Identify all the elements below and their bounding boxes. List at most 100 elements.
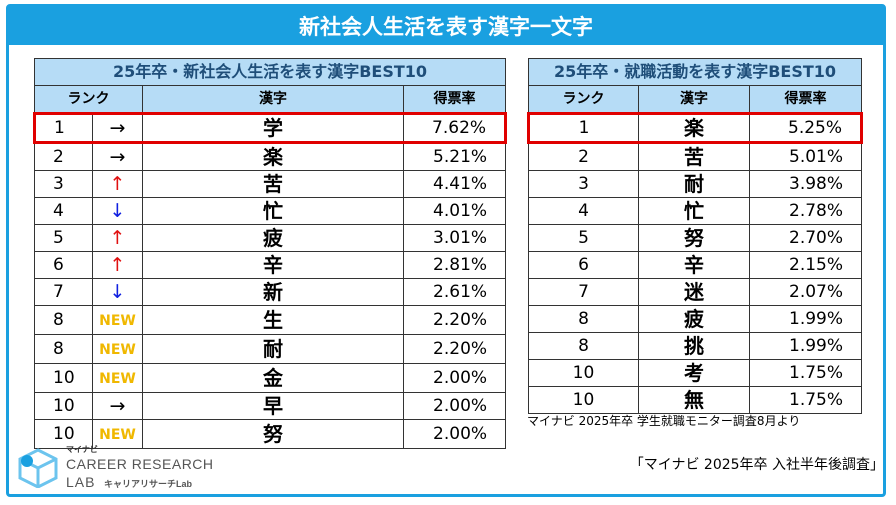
column-header-rank: ランク <box>528 85 639 114</box>
trend-arrow-icon: ↑ <box>109 227 126 249</box>
rate-cell: 2.70% <box>748 224 863 252</box>
rank-cell: 6 <box>34 251 93 279</box>
trend-cell: ↓ <box>92 197 143 225</box>
table-row: 8 疲 1.99% <box>528 305 863 333</box>
kanji-cell: 生 <box>142 305 404 335</box>
kanji-cell: 苦 <box>638 142 750 171</box>
rank-cell: 6 <box>528 251 639 279</box>
column-header-kanji: 漢字 <box>142 85 404 114</box>
kanji-cell: 迷 <box>638 278 750 306</box>
trend-arrow-icon: ↓ <box>109 281 126 303</box>
table-row: 8 NEW 耐 2.20% <box>34 334 507 364</box>
rate-cell: 1.75% <box>748 359 863 387</box>
table-row: 2 → 楽 5.21% <box>34 142 507 171</box>
column-header-rate: 得票率 <box>402 85 507 114</box>
trend-cell: NEW <box>92 305 143 335</box>
table-row: 3 耐 3.98% <box>528 170 863 198</box>
column-header-rank: ランク <box>34 85 143 114</box>
kanji-cell: 早 <box>142 392 404 420</box>
rate-cell: 5.25% <box>748 112 864 144</box>
kanji-cell: 学 <box>142 112 404 144</box>
table-row: 5 努 2.70% <box>528 224 863 252</box>
rate-cell: 3.98% <box>748 170 863 198</box>
rank-cell: 3 <box>528 170 639 198</box>
kanji-cell: 疲 <box>638 305 750 333</box>
rate-cell: 2.07% <box>748 278 863 306</box>
table-row: 3 ↑ 苦 4.41% <box>34 170 507 198</box>
trend-cell: NEW <box>92 334 143 364</box>
kanji-cell: 考 <box>638 359 750 387</box>
rank-cell: 10 <box>528 359 639 387</box>
rank-cell: 1 <box>527 112 639 144</box>
rate-cell: 2.00% <box>402 363 507 393</box>
left-table-title: 25年卒・新社会人生活を表す漢字BEST10 <box>33 58 507 86</box>
rate-cell: 5.21% <box>402 142 507 171</box>
rank-cell: 8 <box>34 305 93 335</box>
rate-cell: 4.41% <box>402 170 507 198</box>
rank-cell: 10 <box>34 392 93 420</box>
new-badge: NEW <box>99 427 136 443</box>
table-row: 4 忙 2.78% <box>528 197 863 225</box>
rank-cell: 10 <box>34 419 93 449</box>
trend-cell: → <box>92 142 143 171</box>
kanji-cell: 忙 <box>638 197 750 225</box>
rate-cell: 2.00% <box>402 419 507 449</box>
table-row: 1 楽 5.25% <box>527 112 864 144</box>
rate-cell: 2.78% <box>748 197 863 225</box>
column-header-kanji: 漢字 <box>638 85 750 114</box>
trend-cell: ↑ <box>92 251 143 279</box>
new-badge: NEW <box>99 313 136 329</box>
kanji-cell: 辛 <box>142 251 404 279</box>
column-header-rate: 得票率 <box>748 85 863 114</box>
trend-arrow-icon: ↓ <box>109 200 126 222</box>
trend-arrow-icon: → <box>109 117 126 139</box>
rate-cell: 2.20% <box>402 334 507 364</box>
rate-cell: 2.61% <box>402 278 507 306</box>
cube-logo-icon <box>18 448 58 488</box>
table-row: 8 挑 1.99% <box>528 332 863 360</box>
rank-cell: 8 <box>528 305 639 333</box>
rank-cell: 4 <box>34 197 93 225</box>
table-row: 7 ↓ 新 2.61% <box>34 278 507 306</box>
rank-cell: 5 <box>34 224 93 252</box>
table-row: 8 NEW 生 2.20% <box>34 305 507 335</box>
kanji-cell: 辛 <box>638 251 750 279</box>
trend-cell: ↑ <box>92 224 143 252</box>
rank-cell: 7 <box>34 278 93 306</box>
new-badge: NEW <box>99 342 136 358</box>
rate-cell: 3.01% <box>402 224 507 252</box>
kanji-cell: 努 <box>638 224 750 252</box>
rate-cell: 1.99% <box>748 332 863 360</box>
kanji-cell: 無 <box>638 386 750 414</box>
rate-cell: 2.81% <box>402 251 507 279</box>
table-row: 10 無 1.75% <box>528 386 863 414</box>
kanji-cell: 耐 <box>142 334 404 364</box>
left-table-body: 1 → 学 7.62% 2 → 楽 5.21% 3 ↑ 苦 4.41% 4 ↓ 忙 4.01% 5 ↑ 疲 3.01%… <box>33 112 508 449</box>
kanji-cell: 楽 <box>142 142 404 171</box>
table-row: 10 NEW 金 2.00% <box>34 363 507 393</box>
page-title: 新社会人生活を表す漢字一文字 <box>9 7 883 45</box>
table-row: 1 → 学 7.62% <box>33 112 508 144</box>
kanji-cell: 疲 <box>142 224 404 252</box>
logo-line3: キャリアリサーチLab <box>104 479 193 489</box>
kanji-cell: 耐 <box>638 170 750 198</box>
rank-cell: 8 <box>528 332 639 360</box>
trend-cell: → <box>92 392 143 420</box>
kanji-cell: 金 <box>142 363 404 393</box>
new-employee-kanji-table: 25年卒・新社会人生活を表す漢字BEST10 ランク 漢字 得票率 1 → 学 7.6… <box>33 58 508 449</box>
trend-cell: NEW <box>92 363 143 393</box>
rate-cell: 7.62% <box>402 112 508 144</box>
kanji-cell: 楽 <box>638 112 750 144</box>
trend-cell: ↓ <box>92 278 143 306</box>
table-row: 6 辛 2.15% <box>528 251 863 279</box>
kanji-cell: 新 <box>142 278 404 306</box>
rank-cell: 7 <box>528 278 639 306</box>
table-row: 10 考 1.75% <box>528 359 863 387</box>
logo-brand: マイナビ <box>66 445 98 454</box>
table-row: 7 迷 2.07% <box>528 278 863 306</box>
rate-cell: 2.20% <box>402 305 507 335</box>
rank-cell: 10 <box>34 363 93 393</box>
table-row: 2 苦 5.01% <box>528 142 863 171</box>
trend-arrow-icon: → <box>109 146 126 168</box>
logo-line1: CAREER RESEARCH <box>66 456 214 472</box>
